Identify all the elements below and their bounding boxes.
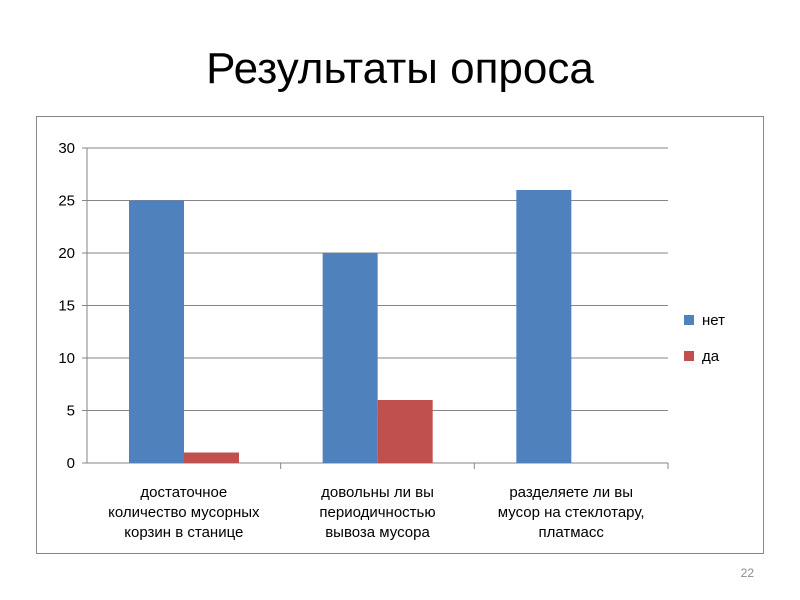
y-tick-label: 25 [58,193,75,210]
y-tick-label: 0 [67,455,75,472]
bar-нет-2 [322,253,378,463]
x-category-label: разделяете ли вы мусор на стеклотару, плат… [498,484,645,541]
y-tick-label: 30 [58,140,75,157]
legend-swatch-нет [684,315,694,325]
legend-label: да [702,348,720,365]
page-number: 22 [740,566,754,580]
x-category-label: достаточное количество мусорных корзин в с… [108,484,260,541]
bar-да-1 [184,452,239,463]
legend-label: нет [702,312,725,329]
y-tick-label: 20 [58,245,75,262]
bar-нет-1 [129,200,184,463]
y-tick-label: 15 [58,298,75,315]
slide-title: Результаты опроса [206,44,594,93]
bar-да-2 [377,400,433,463]
legend-swatch-да [684,351,694,361]
y-tick-label: 5 [67,403,75,420]
y-tick-label: 10 [58,350,75,367]
bar-нет-3 [516,190,572,463]
x-category-label: довольны ли вы периодичностью вывоза мусор… [319,484,435,541]
